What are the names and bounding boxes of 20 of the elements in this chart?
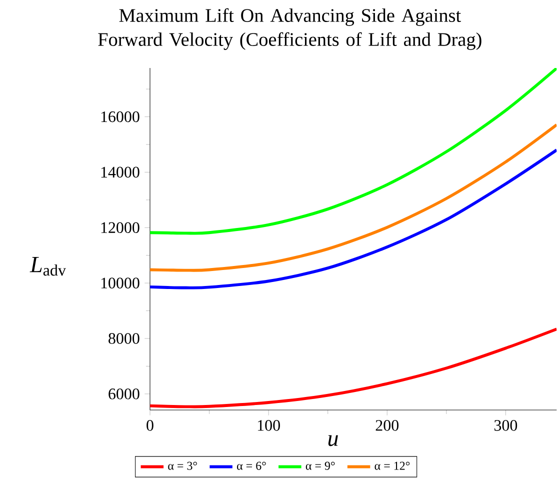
legend-label: α = 9° (306, 462, 335, 470)
y-tick-label: 10000 (101, 278, 140, 288)
line-series (150, 148, 557, 290)
y-axis-title: L$_{adv}$ (30, 256, 66, 276)
y-tick-label: 8000 (108, 333, 140, 344)
line-series (150, 68, 557, 235)
y-tick-label: 6000 (108, 388, 140, 400)
x-tick-label: 300 (494, 420, 518, 431)
chart-title: Maximum Lift On Advancing Side Against Forward Velocity (Coefficients of Lift and Drag) (98, 8, 482, 50)
y-tick-label: 14000 (101, 166, 140, 178)
x-tick-label: 0 (146, 420, 154, 431)
x-tick-label: 200 (376, 420, 399, 431)
legend-label: α = 12° (374, 462, 410, 470)
y-tick-label: 12000 (101, 222, 140, 234)
x-tick-label: 100 (258, 420, 280, 431)
legend-label: α = 6° (237, 462, 266, 470)
line-series (150, 123, 557, 272)
y-tick-label: 16000 (101, 111, 140, 122)
legend-label: α = 3° (168, 462, 197, 470)
x-axis-title: u (328, 435, 338, 446)
